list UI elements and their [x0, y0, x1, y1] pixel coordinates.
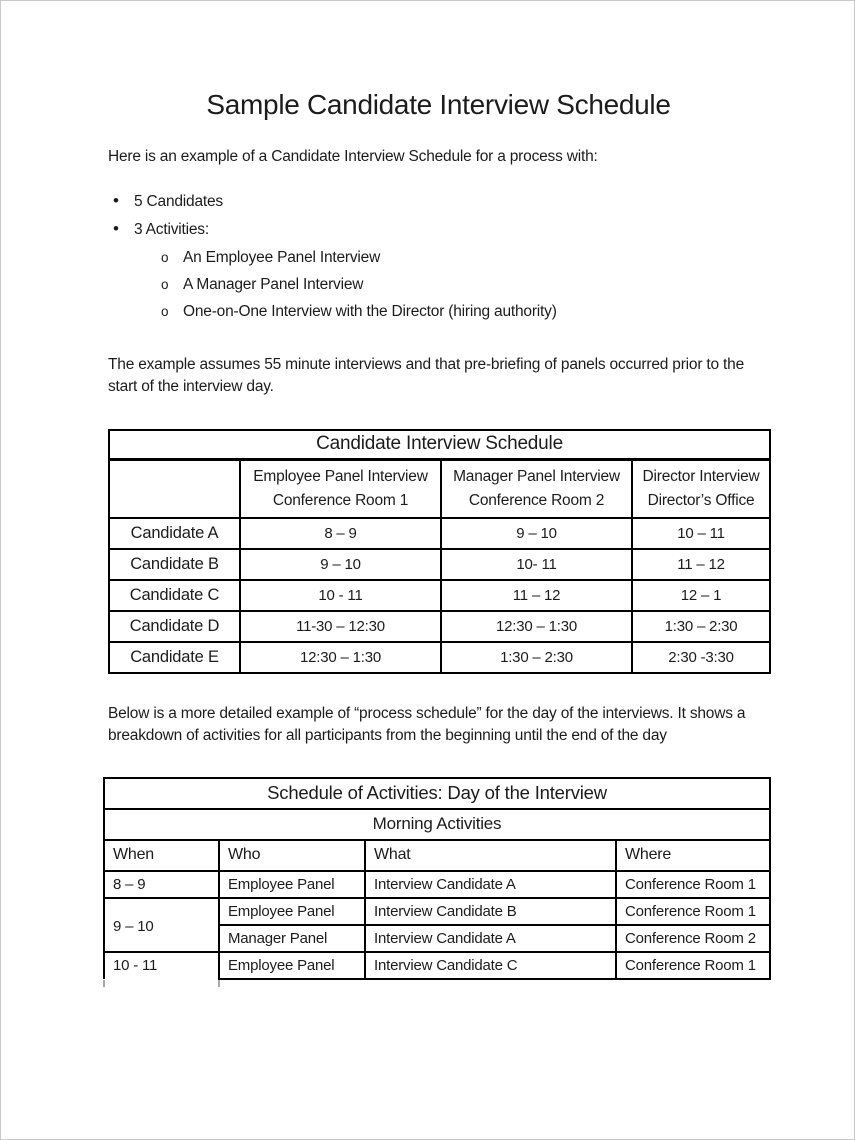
document-content: Sample Candidate Interview Schedule Here…	[102, 1, 772, 987]
column-header-director: Director Interview Director’s Office	[630, 458, 772, 519]
sub-bullet-list: An Employee Panel Interview A Manager Pa…	[108, 249, 769, 320]
time-slot: 10 – 11	[630, 516, 772, 550]
activity-when: 10 - 11	[103, 950, 220, 979]
time-slot: 1:30 – 2:30	[630, 609, 772, 643]
time-slot: 10 - 11	[239, 578, 442, 612]
bullet-item-candidates: 5 Candidates	[108, 192, 769, 210]
activity-when: 8 – 9	[103, 869, 220, 899]
column-header-location: Conference Room 1	[272, 491, 409, 509]
activity-where: Conference Room 1	[614, 950, 772, 980]
table-header-row: When Who What Where	[103, 838, 772, 872]
empty-corner-cell	[108, 458, 241, 519]
page-title: Sample Candidate Interview Schedule	[206, 89, 671, 120]
activity-who: Manager Panel	[218, 923, 366, 953]
activity-what: Interview Candidate C	[364, 950, 617, 980]
activity-row: Manager Panel Interview Candidate A Conf…	[104, 923, 772, 953]
table-title-row: Candidate Interview Schedule	[107, 429, 772, 461]
detail-intro-paragraph: Below is a more detailed example of “pro…	[108, 704, 746, 744]
schedule-of-activities-table: Schedule of Activities: Day of the Inter…	[102, 776, 772, 980]
sub-bullet-director: One-on-One Interview with the Director (…	[108, 303, 769, 320]
activity-row: 10 - 11 Employee Panel Interview Candida…	[103, 950, 772, 980]
time-slot: 10- 11	[440, 547, 633, 581]
assumption-paragraph: The example assumes 55 minute interviews…	[108, 356, 744, 395]
column-header-activity: Manager Panel Interview	[453, 467, 620, 485]
table-row-candidate-d: Candidate D 11-30 – 12:30 12:30 – 1:30 1…	[108, 609, 772, 643]
column-header-manager-panel: Manager Panel Interview Conference Room …	[440, 458, 633, 519]
activity-who: Employee Panel	[218, 950, 366, 980]
table-header-row: Employee Panel Interview Conference Room…	[108, 458, 772, 519]
column-header-where: Where	[614, 838, 772, 872]
activity-what: Interview Candidate B	[364, 896, 617, 926]
activity-where: Conference Room 1	[614, 869, 772, 899]
activity-who: Employee Panel	[218, 896, 366, 926]
time-slot: 11 – 12	[440, 578, 633, 612]
time-slot: 9 – 10	[440, 516, 633, 550]
time-slot: 12 – 1	[630, 578, 772, 612]
activity-row: 8 – 9 Employee Panel Interview Candidate…	[103, 869, 772, 899]
activity-when: 9 – 10	[103, 896, 220, 953]
time-slot: 12:30 – 1:30	[239, 640, 442, 674]
candidate-name: Candidate D	[108, 609, 241, 643]
activity-where: Conference Room 2	[614, 923, 772, 953]
sub-bullet-employee-panel: An Employee Panel Interview	[108, 249, 769, 266]
page-break-border-tail	[103, 979, 105, 987]
time-slot: 11-30 – 12:30	[239, 609, 442, 643]
table-row-candidate-b: Candidate B 9 – 10 10- 11 11 – 12	[108, 547, 772, 581]
column-header-location: Conference Room 2	[468, 491, 605, 509]
time-slot: 2:30 -3:30	[630, 640, 772, 674]
candidate-name: Candidate A	[108, 516, 241, 550]
activity-where: Conference Room 1	[614, 896, 772, 926]
intro-paragraph: Here is an example of a Candidate Interv…	[108, 148, 598, 165]
candidate-name: Candidate B	[108, 547, 241, 581]
time-slot: 9 – 10	[239, 547, 442, 581]
time-slot: 1:30 – 2:30	[440, 640, 633, 674]
table-title-row: Schedule of Activities: Day of the Inter…	[102, 776, 772, 810]
time-slot: 8 – 9	[239, 516, 442, 550]
candidate-name: Candidate C	[108, 578, 241, 612]
activity-what: Interview Candidate A	[364, 923, 617, 953]
column-header-who: Who	[218, 838, 366, 872]
bullet-list: 5 Candidates 3 Activities: An Employee P…	[108, 192, 769, 320]
candidate-name: Candidate E	[108, 640, 241, 674]
table-title: Candidate Interview Schedule	[107, 429, 772, 461]
activity-what: Interview Candidate A	[364, 869, 617, 899]
table-row-candidate-e: Candidate E 12:30 – 1:30 1:30 – 2:30 2:3…	[108, 640, 772, 674]
sub-bullet-manager-panel: A Manager Panel Interview	[108, 276, 769, 293]
time-slot: 12:30 – 1:30	[440, 609, 633, 643]
time-slot: 11 – 12	[630, 547, 772, 581]
page-break-border-tail	[218, 979, 220, 987]
column-header-when: When	[103, 838, 220, 872]
bullet-item-activities: 3 Activities:	[108, 220, 769, 238]
column-header-activity: Employee Panel Interview	[253, 467, 428, 485]
table-subtitle-row: Morning Activities	[102, 807, 772, 841]
column-header-activity: Director Interview	[642, 467, 760, 485]
activities-table-wrapper: Schedule of Activities: Day of the Inter…	[102, 776, 772, 987]
table-subtitle: Morning Activities	[102, 807, 772, 841]
activity-row: 9 – 10 Employee Panel Interview Candidat…	[103, 896, 772, 953]
column-header-what: What	[364, 838, 617, 872]
table-title: Schedule of Activities: Day of the Inter…	[102, 776, 772, 810]
activity-who: Employee Panel	[218, 869, 366, 899]
table-row-candidate-c: Candidate C 10 - 11 11 – 12 12 – 1	[108, 578, 772, 612]
candidate-interview-schedule-table: Candidate Interview Schedule Employee Pa…	[107, 429, 772, 674]
column-header-location: Director’s Office	[647, 491, 755, 509]
column-header-employee-panel: Employee Panel Interview Conference Room…	[239, 458, 442, 519]
table-row-candidate-a: Candidate A 8 – 9 9 – 10 10 – 11	[108, 516, 772, 550]
